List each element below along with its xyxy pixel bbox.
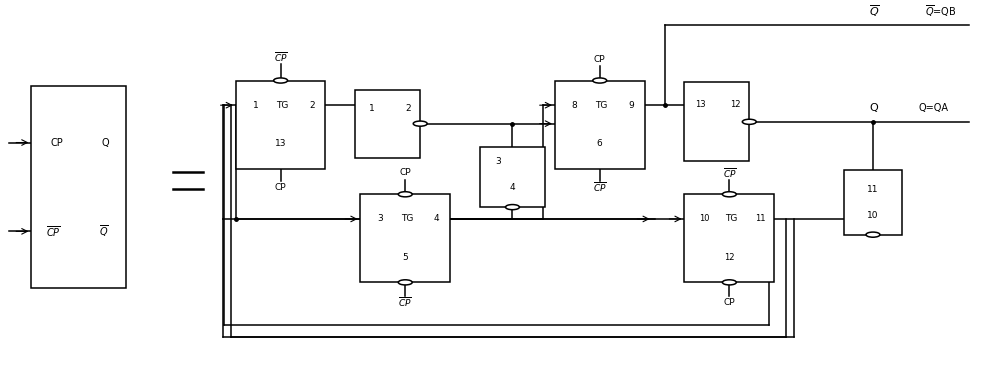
Text: TG: TG xyxy=(276,101,289,110)
Text: 6: 6 xyxy=(597,139,603,148)
Bar xyxy=(555,81,645,169)
Text: 10: 10 xyxy=(699,215,709,223)
Text: $\overline{CP}$: $\overline{CP}$ xyxy=(723,166,736,180)
Circle shape xyxy=(593,78,607,83)
Text: 10: 10 xyxy=(867,211,879,220)
Circle shape xyxy=(722,280,736,285)
Text: $\overline{Q}$: $\overline{Q}$ xyxy=(869,4,879,19)
Text: 12: 12 xyxy=(730,100,740,109)
Text: 13: 13 xyxy=(275,139,286,148)
Text: 11: 11 xyxy=(756,215,766,223)
Circle shape xyxy=(398,192,412,197)
Text: 3: 3 xyxy=(377,215,383,223)
Bar xyxy=(684,83,749,161)
Text: CP: CP xyxy=(51,138,63,148)
Bar xyxy=(236,81,325,169)
Circle shape xyxy=(742,119,756,124)
Text: $\overline{CP}$: $\overline{CP}$ xyxy=(274,50,287,64)
Text: 1: 1 xyxy=(253,101,258,110)
Text: TG: TG xyxy=(401,215,413,223)
Text: TG: TG xyxy=(595,101,608,110)
Text: 1: 1 xyxy=(369,104,374,113)
Text: 4: 4 xyxy=(434,215,439,223)
Text: $\overline{CP}$: $\overline{CP}$ xyxy=(398,296,412,309)
Text: 9: 9 xyxy=(628,101,634,110)
Text: 5: 5 xyxy=(402,253,408,262)
Text: 8: 8 xyxy=(572,101,577,110)
Text: Q=QA: Q=QA xyxy=(919,103,949,113)
Bar xyxy=(31,86,126,288)
Text: CP: CP xyxy=(399,168,411,178)
Text: TG: TG xyxy=(725,215,737,223)
Text: 11: 11 xyxy=(867,185,879,194)
Text: CP: CP xyxy=(275,183,286,192)
Circle shape xyxy=(274,78,288,83)
Text: CP: CP xyxy=(594,55,606,64)
Text: $\overline{CP}$: $\overline{CP}$ xyxy=(593,180,607,194)
Text: 4: 4 xyxy=(510,183,515,192)
Circle shape xyxy=(398,280,412,285)
Text: 12: 12 xyxy=(724,253,735,262)
Text: 2: 2 xyxy=(406,104,411,113)
Text: 13: 13 xyxy=(695,100,706,109)
Text: $\overline{Q}$: $\overline{Q}$ xyxy=(99,223,109,239)
Circle shape xyxy=(413,121,427,126)
Text: $\overline{CP}$: $\overline{CP}$ xyxy=(46,224,60,239)
Bar xyxy=(844,171,902,235)
Circle shape xyxy=(505,205,519,210)
Text: 3: 3 xyxy=(495,157,501,166)
Bar xyxy=(355,90,420,158)
Text: Q: Q xyxy=(101,138,109,148)
Text: CP: CP xyxy=(724,298,735,307)
Bar xyxy=(480,147,545,207)
Circle shape xyxy=(866,232,880,237)
Text: $\overline{Q}$=QB: $\overline{Q}$=QB xyxy=(925,4,957,19)
Bar xyxy=(684,194,774,282)
Text: Q: Q xyxy=(870,103,878,113)
Circle shape xyxy=(722,192,736,197)
Bar xyxy=(360,194,450,282)
Text: 2: 2 xyxy=(309,101,315,110)
